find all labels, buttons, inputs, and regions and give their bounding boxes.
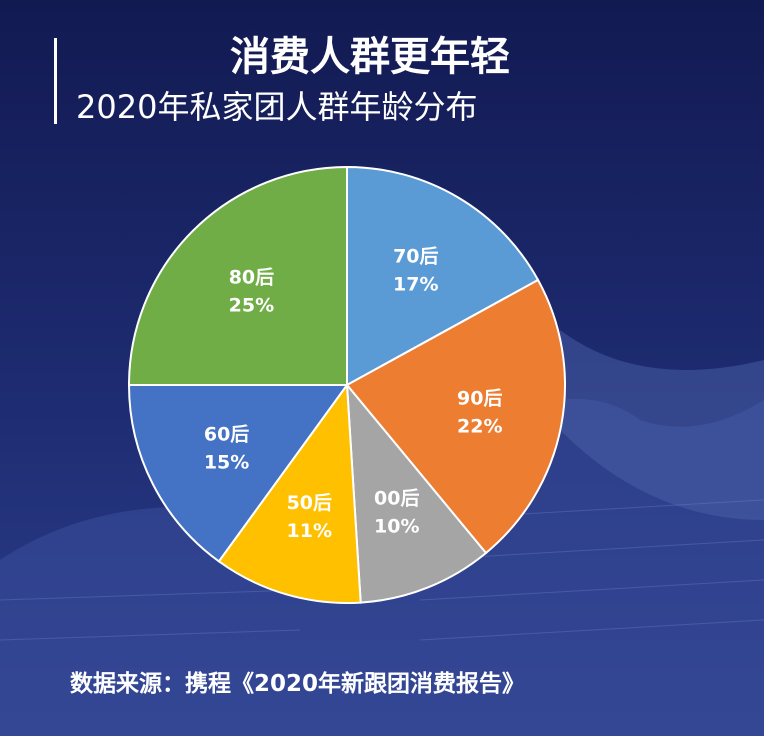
title-accent-bar	[54, 38, 57, 124]
data-source: 数据来源：携程《2020年新跟团消费报告》	[70, 671, 526, 697]
slice-value-label: 17%	[393, 274, 438, 296]
slice-category-label: 80后	[229, 266, 274, 288]
slice-category-label: 70后	[393, 246, 438, 268]
slice-category-label: 60后	[204, 423, 249, 445]
slice-value-label: 11%	[287, 520, 332, 542]
page-subtitle: 2020年私家团人群年龄分布	[76, 88, 478, 126]
building-windows	[0, 499, 764, 641]
slice-value-label: 15%	[204, 451, 249, 473]
pie-slice	[346, 165, 540, 387]
pie-slice	[127, 165, 348, 386]
building-silhouette-shade	[560, 330, 764, 520]
pie-slice	[127, 384, 349, 563]
slice-category-label: 50后	[287, 492, 332, 514]
pie-slice	[345, 381, 488, 604]
slice-value-label: 10%	[374, 516, 419, 538]
pie-slice	[345, 278, 566, 555]
slice-category-label: 90后	[457, 387, 502, 409]
pie-slice	[217, 382, 362, 604]
slice-category-label: 00后	[374, 488, 419, 510]
slice-value-label: 22%	[457, 415, 502, 437]
slice-value-label: 25%	[229, 294, 274, 316]
page-title: 消费人群更年轻	[230, 34, 510, 80]
